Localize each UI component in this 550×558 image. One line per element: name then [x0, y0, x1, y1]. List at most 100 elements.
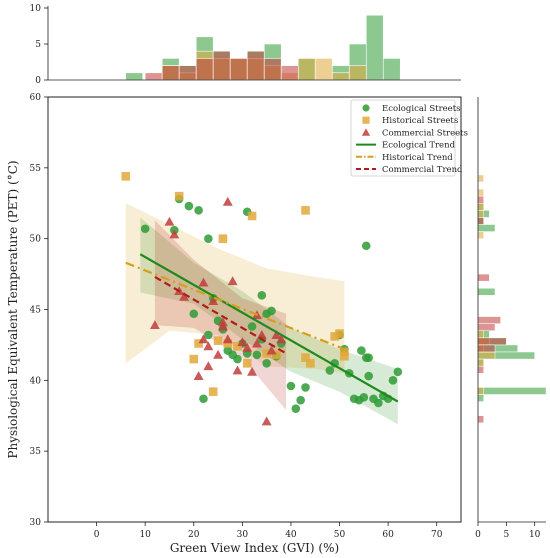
point-commercial-streets: [193, 371, 204, 381]
right-hist-bar-historical-streets: [477, 188, 484, 197]
point-commercial-streets: [169, 229, 180, 239]
confidence-band-historical-trend: [125, 203, 345, 374]
right-hist-bar-historical-streets: [477, 203, 484, 211]
top-hist-tick-label: 0: [35, 76, 41, 86]
point-historical-streets: [242, 359, 252, 368]
top-hist-bar-historical-streets: [314, 58, 333, 81]
point-ecological-streets: [257, 291, 267, 300]
point-historical-streets: [262, 349, 271, 358]
x-tick-label: 50: [334, 530, 346, 540]
point-commercial-streets: [276, 334, 287, 344]
top-hist-bar-historical-streets: [348, 65, 367, 81]
point-historical-streets: [335, 329, 344, 338]
point-ecological-streets: [189, 309, 199, 319]
right-hist-bar-ecological-streets: [477, 387, 547, 395]
y-tick-label: 55: [30, 164, 42, 174]
point-commercial-streets: [198, 334, 209, 344]
point-commercial-streets: [203, 361, 214, 371]
point-ecological-streets: [374, 398, 383, 408]
point-ecological-streets: [364, 353, 373, 362]
right-hist-bar-historical-streets: [477, 231, 484, 239]
point-commercial-streets: [213, 349, 224, 359]
point-ecological-streets: [286, 381, 296, 391]
point-historical-streets: [121, 172, 131, 181]
point-commercial-streets: [232, 365, 243, 375]
right-hist-tick-label: 0: [475, 530, 481, 540]
legend-label-commercial-trend: Commercial Trend: [382, 165, 463, 175]
legend-label-ecological-trend: Ecological Trend: [382, 141, 456, 151]
point-ecological-streets: [184, 201, 194, 211]
legend-label-ecological-streets: Ecological Streets: [382, 104, 460, 114]
point-ecological-streets: [199, 394, 208, 404]
right-hist-bar-commercial-streets: [477, 365, 484, 374]
point-ecological-streets: [296, 395, 305, 405]
confidence-band-commercial-trend: [154, 220, 287, 411]
point-ecological-streets: [247, 322, 257, 331]
point-commercial-streets: [217, 321, 228, 331]
point-commercial-streets: [251, 338, 262, 348]
x-tick-label: 10: [139, 530, 151, 540]
top-hist-bar-commercial-streets: [161, 65, 180, 81]
x-tick-label: 0: [94, 530, 100, 540]
top-hist-bar-commercial-streets: [263, 58, 282, 81]
point-commercial-streets: [227, 276, 238, 286]
point-commercial-streets: [261, 416, 272, 426]
right-hist-bar-historical-streets: [477, 210, 484, 218]
right-histogram-axis: 0 5 10: [475, 97, 546, 540]
point-commercial-streets: [179, 291, 189, 301]
point-ecological-streets: [233, 354, 242, 364]
top-hist-bar-commercial-streets: [212, 50, 231, 81]
top-hist-bar-commercial-streets: [144, 72, 163, 81]
point-historical-streets: [340, 351, 349, 361]
x-axis-label: Green View Index (GVI) (%): [170, 541, 339, 555]
top-histogram-panel: 0 5 10: [30, 4, 461, 86]
legend-label-historical-trend: Historical Trend: [382, 153, 453, 163]
top-hist-bar-historical-streets: [297, 58, 316, 81]
legend-marker-ecological-streets: [362, 104, 370, 112]
point-commercial-streets: [237, 337, 248, 347]
y-tick-label: 35: [30, 447, 42, 457]
point-historical-streets: [213, 336, 223, 345]
right-histogram-panel: 0 5 10: [475, 97, 547, 540]
top-histogram-bars: [125, 14, 401, 81]
trend-line-historical-trend: [125, 261, 345, 351]
point-ecological-streets: [388, 376, 398, 385]
point-historical-streets: [301, 206, 310, 215]
point-commercial-streets: [203, 341, 214, 351]
legend-label-commercial-streets: Commercial Streets: [382, 128, 468, 138]
top-hist-tick-label: 5: [35, 40, 41, 50]
y-axis: 30 35 40 45 50 55 60: [30, 93, 48, 528]
x-tick-label: 70: [431, 530, 443, 540]
point-ecological-streets: [194, 206, 203, 215]
point-historical-streets: [301, 353, 310, 362]
y-tick-label: 60: [30, 93, 42, 103]
point-ecological-streets: [204, 234, 213, 243]
y-axis-label: Physiological Equivalent Temperature (PE…: [6, 160, 20, 458]
main-scatter-panel: 0 10 20 30 40 50 60 70 30 35 40 45 50 55 60 Green Vie…: [6, 93, 462, 555]
point-historical-streets: [174, 191, 184, 201]
point-ecological-streets: [204, 330, 213, 340]
point-historical-streets: [233, 342, 242, 351]
x-tick-label: 30: [237, 530, 249, 540]
point-historical-streets: [330, 332, 339, 341]
point-ecological-streets: [361, 241, 371, 251]
right-hist-tick-label: 10: [529, 530, 541, 540]
point-ecological-streets: [262, 359, 271, 368]
point-historical-streets: [247, 211, 257, 221]
point-ecological-streets: [267, 306, 276, 316]
point-commercial-streets: [198, 277, 209, 287]
trend-lines: [125, 253, 399, 403]
right-hist-bar-historical-streets: [477, 387, 484, 395]
point-ecological-streets: [252, 350, 262, 360]
right-hist-bar-commercial-streets: [477, 337, 507, 346]
y-tick-label: 50: [30, 235, 42, 245]
right-hist-bar-historical-streets: [477, 174, 484, 183]
top-hist-bar-historical-streets: [331, 72, 350, 81]
point-historical-streets: [306, 359, 315, 368]
point-commercial-streets: [222, 196, 233, 206]
x-axis: 0 10 20 30 40 50 60 70: [94, 522, 443, 540]
y-tick-label: 40: [30, 376, 42, 386]
right-hist-bar-commercial-streets: [477, 195, 484, 204]
point-ecological-streets: [364, 371, 373, 381]
point-ecological-streets: [359, 393, 369, 402]
